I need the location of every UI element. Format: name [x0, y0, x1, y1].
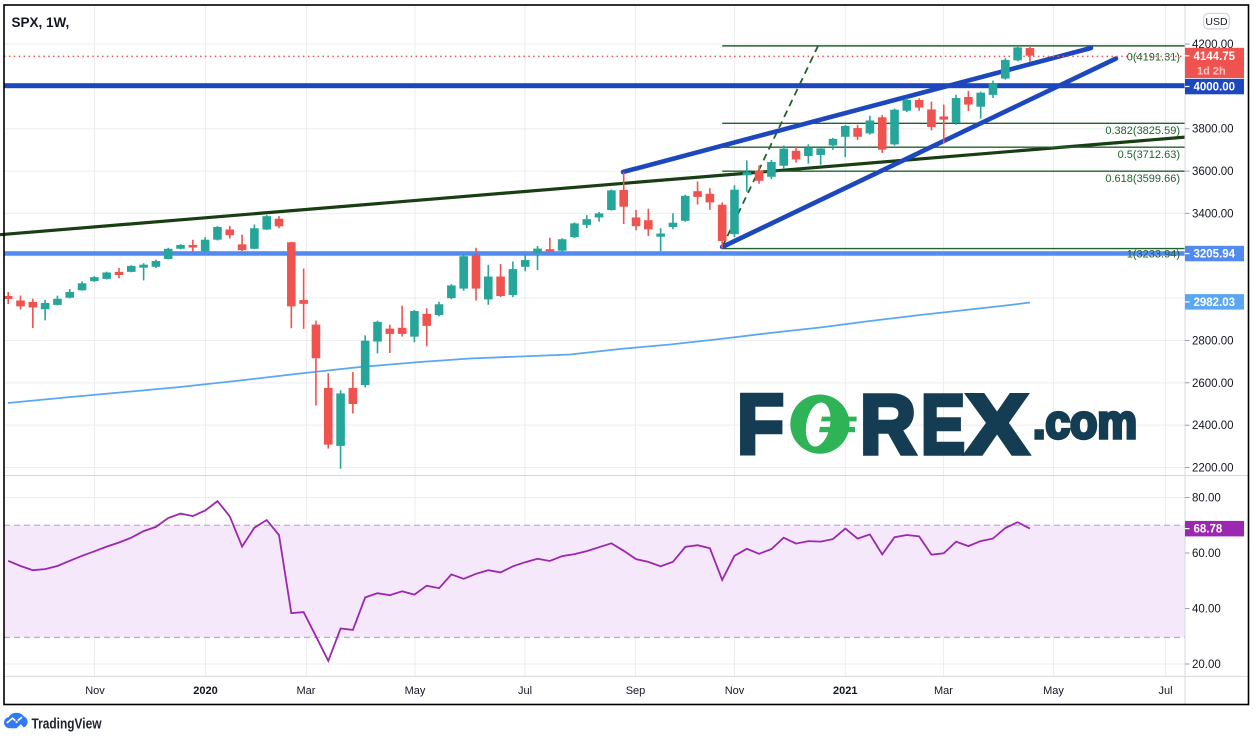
svg-text:May: May	[1043, 685, 1064, 697]
svg-text:TradingView: TradingView	[32, 716, 102, 733]
svg-text:Nov: Nov	[725, 685, 745, 697]
svg-text:4000.00: 4000.00	[1194, 82, 1236, 94]
svg-text:E: E	[921, 378, 965, 472]
svg-text:2200.00: 2200.00	[1192, 463, 1234, 475]
svg-text:3400.00: 3400.00	[1192, 208, 1234, 220]
svg-text:40.00: 40.00	[1192, 604, 1221, 616]
svg-text:2400.00: 2400.00	[1192, 420, 1234, 432]
svg-text:F: F	[737, 378, 784, 472]
svg-text:3800.00: 3800.00	[1192, 124, 1234, 136]
svg-text:USD: USD	[1205, 16, 1228, 28]
svg-text:X: X	[966, 378, 1028, 472]
svg-text:0.5(3712.63): 0.5(3712.63)	[1118, 149, 1180, 161]
svg-text:68.78: 68.78	[1194, 524, 1223, 536]
svg-text:R: R	[860, 378, 916, 472]
svg-text:80.00: 80.00	[1192, 493, 1221, 505]
svg-text:Sep: Sep	[626, 685, 646, 697]
svg-text:May: May	[405, 685, 426, 697]
svg-text:3205.94: 3205.94	[1194, 249, 1236, 261]
svg-text:Jul: Jul	[1158, 685, 1172, 697]
svg-text:0(4191.31): 0(4191.31)	[1127, 51, 1180, 63]
svg-text:1(3233.94): 1(3233.94)	[1127, 248, 1180, 260]
svg-text:60.00: 60.00	[1192, 548, 1221, 560]
svg-text:Nov: Nov	[85, 685, 105, 697]
svg-text:Mar: Mar	[297, 685, 316, 697]
svg-text:Mar: Mar	[934, 685, 953, 697]
svg-text:0.618(3599.66): 0.618(3599.66)	[1105, 173, 1180, 185]
svg-text:Jul: Jul	[518, 685, 532, 697]
svg-text:20.00: 20.00	[1192, 659, 1221, 671]
svg-text:4144.75: 4144.75	[1194, 51, 1236, 63]
svg-text:0.382(3825.59): 0.382(3825.59)	[1105, 125, 1180, 137]
svg-text:1d 2h: 1d 2h	[1197, 65, 1226, 77]
svg-text:2800.00: 2800.00	[1192, 336, 1234, 348]
svg-text:2020: 2020	[193, 685, 217, 697]
svg-text:2982.03: 2982.03	[1194, 297, 1236, 309]
svg-text:.com: .com	[1033, 395, 1137, 448]
svg-text:SPX, 1W,: SPX, 1W,	[12, 15, 70, 30]
svg-text:2600.00: 2600.00	[1192, 378, 1234, 390]
svg-text:3600.00: 3600.00	[1192, 166, 1234, 178]
svg-text:2021: 2021	[833, 685, 857, 697]
